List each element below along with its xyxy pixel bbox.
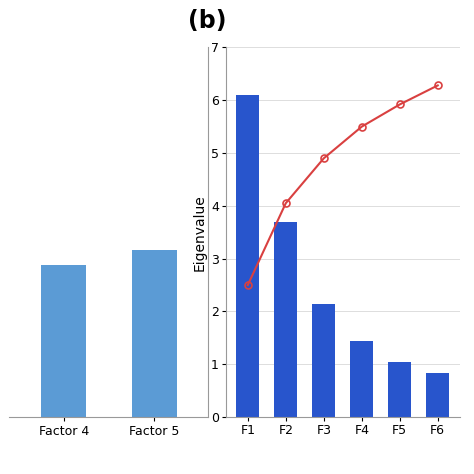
Text: (b): (b) [188, 9, 226, 33]
Bar [274, 222, 297, 417]
Bar [350, 340, 373, 417]
Bar [41, 265, 86, 417]
Bar [388, 362, 411, 417]
Bar [312, 303, 335, 417]
Bar [237, 95, 259, 417]
Y-axis label: Eigenvalue: Eigenvalue [192, 194, 207, 271]
Bar [426, 374, 449, 417]
Bar [132, 250, 177, 417]
